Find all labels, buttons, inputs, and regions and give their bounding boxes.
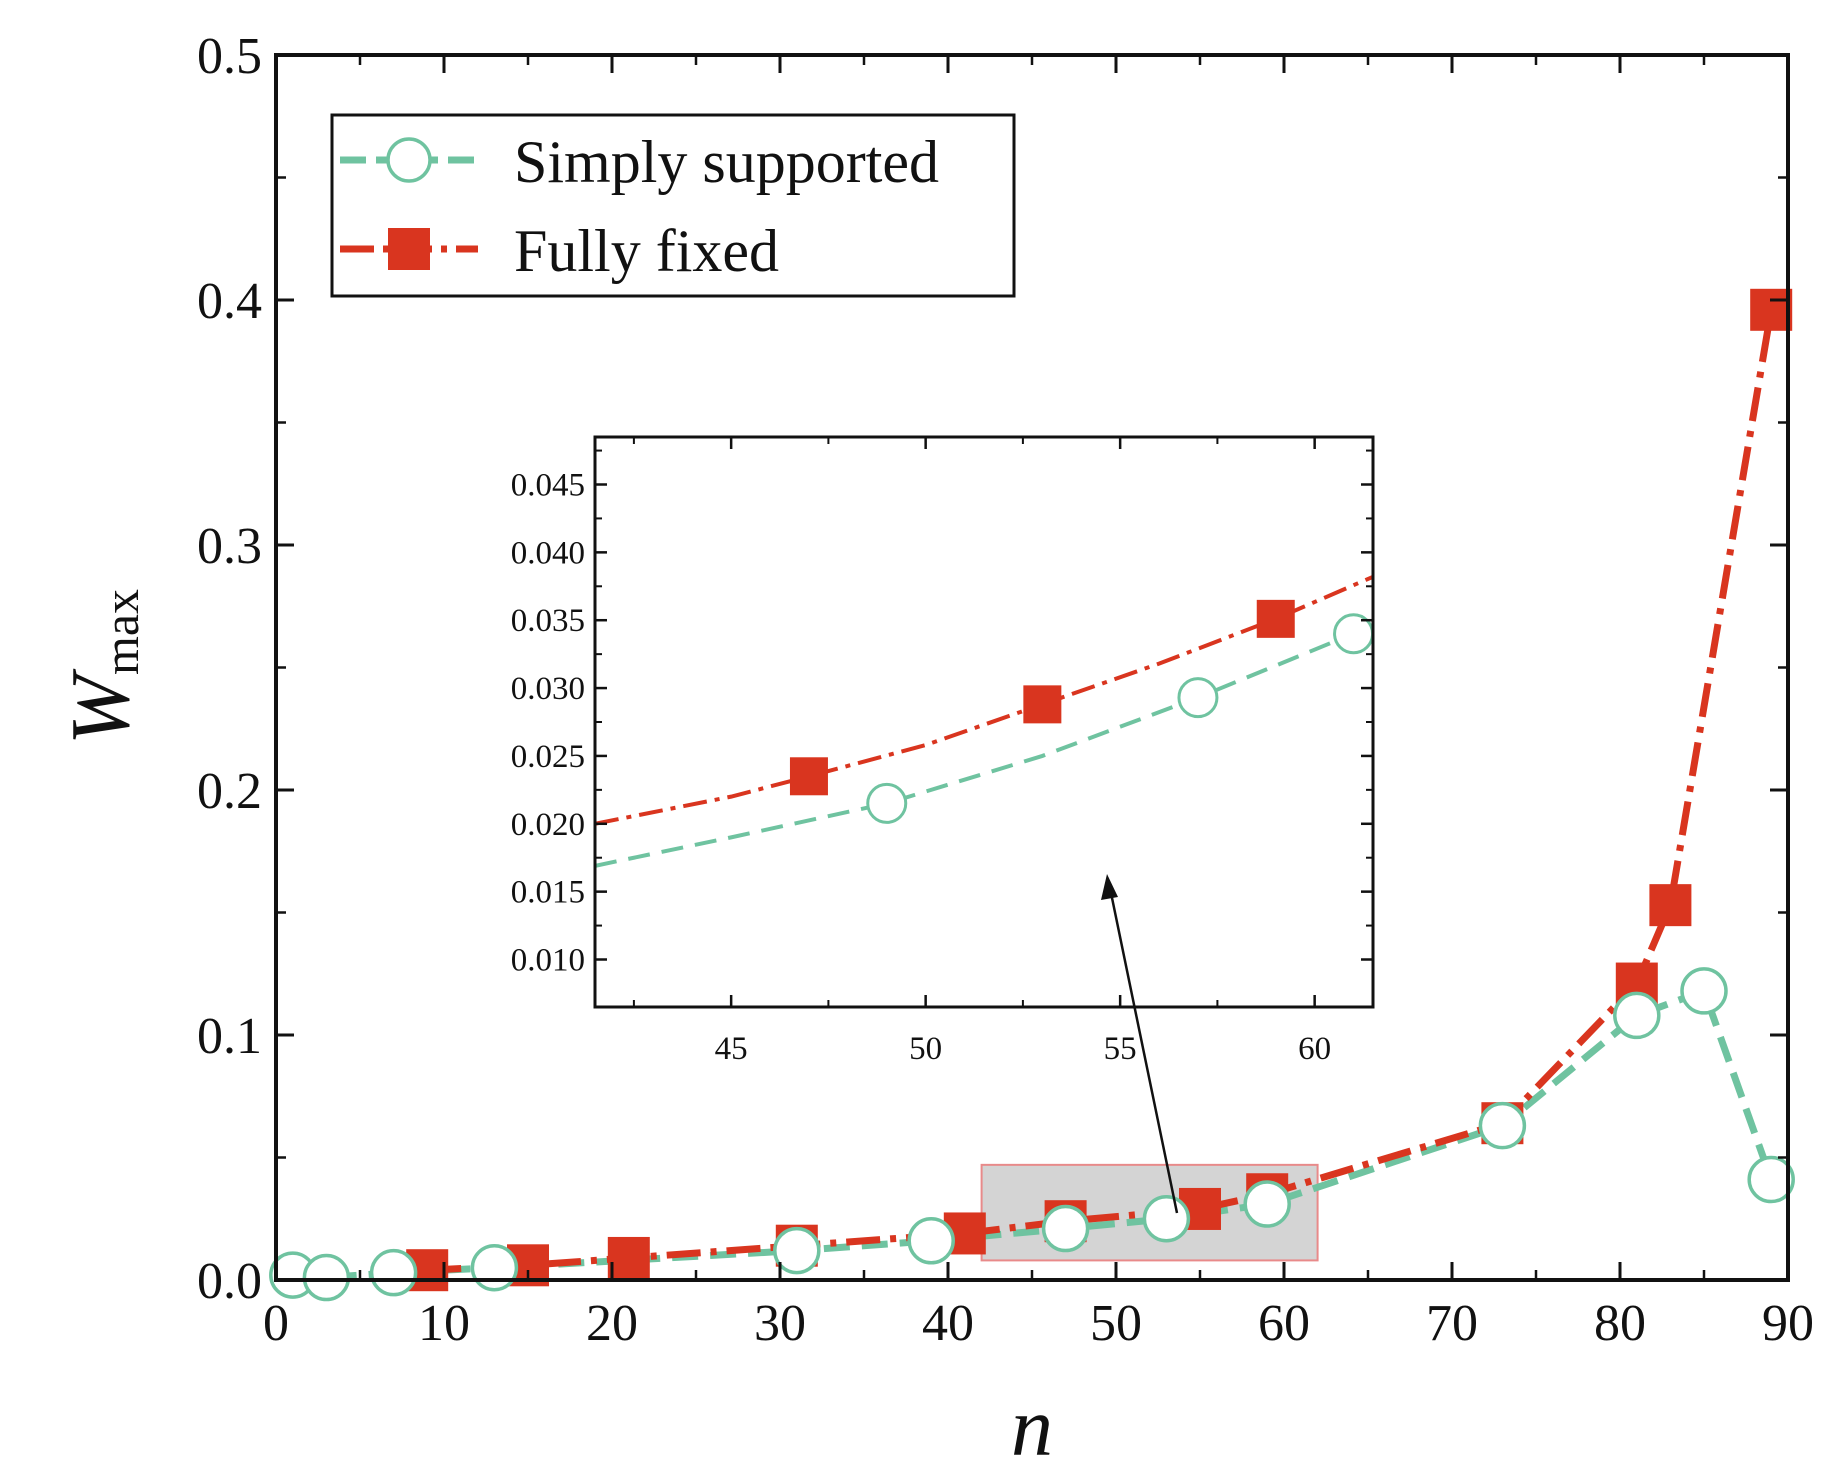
y-tick-label: 0.1 xyxy=(197,1008,262,1065)
y-tick-label: 0.2 xyxy=(197,763,262,820)
y-axis-title-group: Wmax xyxy=(54,589,149,745)
x-tick-label: 80 xyxy=(1594,1295,1646,1352)
inset-y-tick-label: 0.040 xyxy=(511,535,585,571)
inset-x-tick-label: 45 xyxy=(715,1031,748,1067)
inset-marker-fully-fixed xyxy=(1023,685,1062,724)
y-axis-title-main: W xyxy=(54,668,147,745)
main-chart: 0 10 20 30 40 50 60 70 80 90 0.0 0.1 0.2 0.3 0.4 0.5 n… xyxy=(54,28,1814,1474)
x-tick-label: 40 xyxy=(922,1295,974,1352)
inset-y-tick-label: 0.030 xyxy=(511,671,585,707)
x-tick-label: 70 xyxy=(1426,1295,1478,1352)
inset-background xyxy=(595,437,1373,1007)
marker-simply-supported xyxy=(1613,991,1661,1040)
x-tick-label: 60 xyxy=(1258,1295,1310,1352)
inset-y-tick-label: 0.010 xyxy=(511,943,585,979)
marker-fully-fixed xyxy=(1649,884,1692,927)
inset-marker-fully-fixed xyxy=(1256,599,1295,638)
y-axis-title-subscript: max xyxy=(93,589,149,675)
inset-x-tick-label: 50 xyxy=(909,1031,942,1067)
marker-simply-supported xyxy=(1142,1195,1191,1243)
marker-simply-supported xyxy=(302,1253,351,1302)
y-tick-label: 0.0 xyxy=(197,1253,262,1310)
x-tick-label: 20 xyxy=(586,1295,638,1352)
legend-label-simply-supported: Simply supported xyxy=(514,129,939,195)
inset-x-tick-label: 60 xyxy=(1298,1031,1331,1067)
x-tick-label: 90 xyxy=(1762,1295,1814,1352)
marker-simply-supported xyxy=(773,1226,821,1275)
inset-series-markers xyxy=(789,599,1375,824)
inset-y-tick-labels: 0.010 0.015 0.020 0.025 0.030 0.035 0.040 0.045 xyxy=(511,468,585,979)
inset-line-simply-supported xyxy=(595,623,1373,868)
marker-fully-fixed xyxy=(1750,288,1793,331)
zoom-arrow-line xyxy=(1109,892,1179,1214)
zoom-arrow-head xyxy=(1101,874,1118,900)
marker-simply-supported xyxy=(470,1244,519,1292)
y-tick-label: 0.3 xyxy=(197,518,262,575)
marker-simply-supported xyxy=(369,1248,418,1297)
marker-fully-fixed xyxy=(607,1236,650,1279)
inset-x-tick-label: 55 xyxy=(1104,1031,1137,1067)
marker-simply-supported xyxy=(1243,1180,1291,1228)
x-tick-label: 50 xyxy=(1090,1295,1142,1352)
y-tick-label: 0.5 xyxy=(197,28,262,85)
y-tick-label: 0.4 xyxy=(197,273,262,330)
inset-line-fully-fixed xyxy=(595,574,1373,826)
y-tick-labels: 0.0 0.1 0.2 0.3 0.4 0.5 xyxy=(197,28,262,1310)
legend-box xyxy=(330,113,1016,298)
legend-marker-fully-fixed xyxy=(388,228,430,270)
inset-marker-simply-supported xyxy=(866,782,908,824)
inset-axis-ticks xyxy=(595,437,1373,1007)
legend: Simply supported Fully fixed xyxy=(330,113,1016,298)
marker-simply-supported xyxy=(1747,1155,1795,1204)
inset-y-tick-label: 0.015 xyxy=(511,875,585,911)
inset-marker-simply-supported xyxy=(1177,677,1219,719)
marker-simply-supported xyxy=(1680,967,1728,1015)
x-tick-labels: 0 10 20 30 40 50 60 70 80 90 xyxy=(263,1295,1814,1352)
inset-marker-fully-fixed xyxy=(789,757,828,796)
zoom-arrow xyxy=(1101,874,1179,1214)
axis-ticks xyxy=(274,53,1790,1282)
x-tick-label: 10 xyxy=(418,1295,470,1352)
inset-x-tick-labels: 45 50 55 60 xyxy=(715,1031,1332,1067)
marker-simply-supported xyxy=(1041,1204,1090,1253)
x-tick-label: 30 xyxy=(754,1295,806,1352)
marker-simply-supported xyxy=(907,1217,955,1265)
marker-simply-supported xyxy=(1478,1101,1527,1150)
legend-marker-simply-supported xyxy=(386,137,432,183)
inset-chart: 45 50 55 60 0.0100.0150.0200.0250.0300.0350… xyxy=(511,435,1375,1067)
inset-y-tick-label: 0.045 xyxy=(511,468,585,504)
legend-label-fully-fixed: Fully fixed xyxy=(514,218,779,284)
x-axis-title: n xyxy=(1011,1381,1053,1474)
inset-y-tick-label: 0.035 xyxy=(511,603,585,639)
inset-y-tick-label: 0.025 xyxy=(511,739,585,775)
y-axis-title: Wmax xyxy=(54,589,149,745)
inset-y-tick-label: 0.020 xyxy=(511,807,585,843)
inset-series-lines xyxy=(595,574,1373,868)
x-tick-label: 0 xyxy=(263,1295,289,1352)
